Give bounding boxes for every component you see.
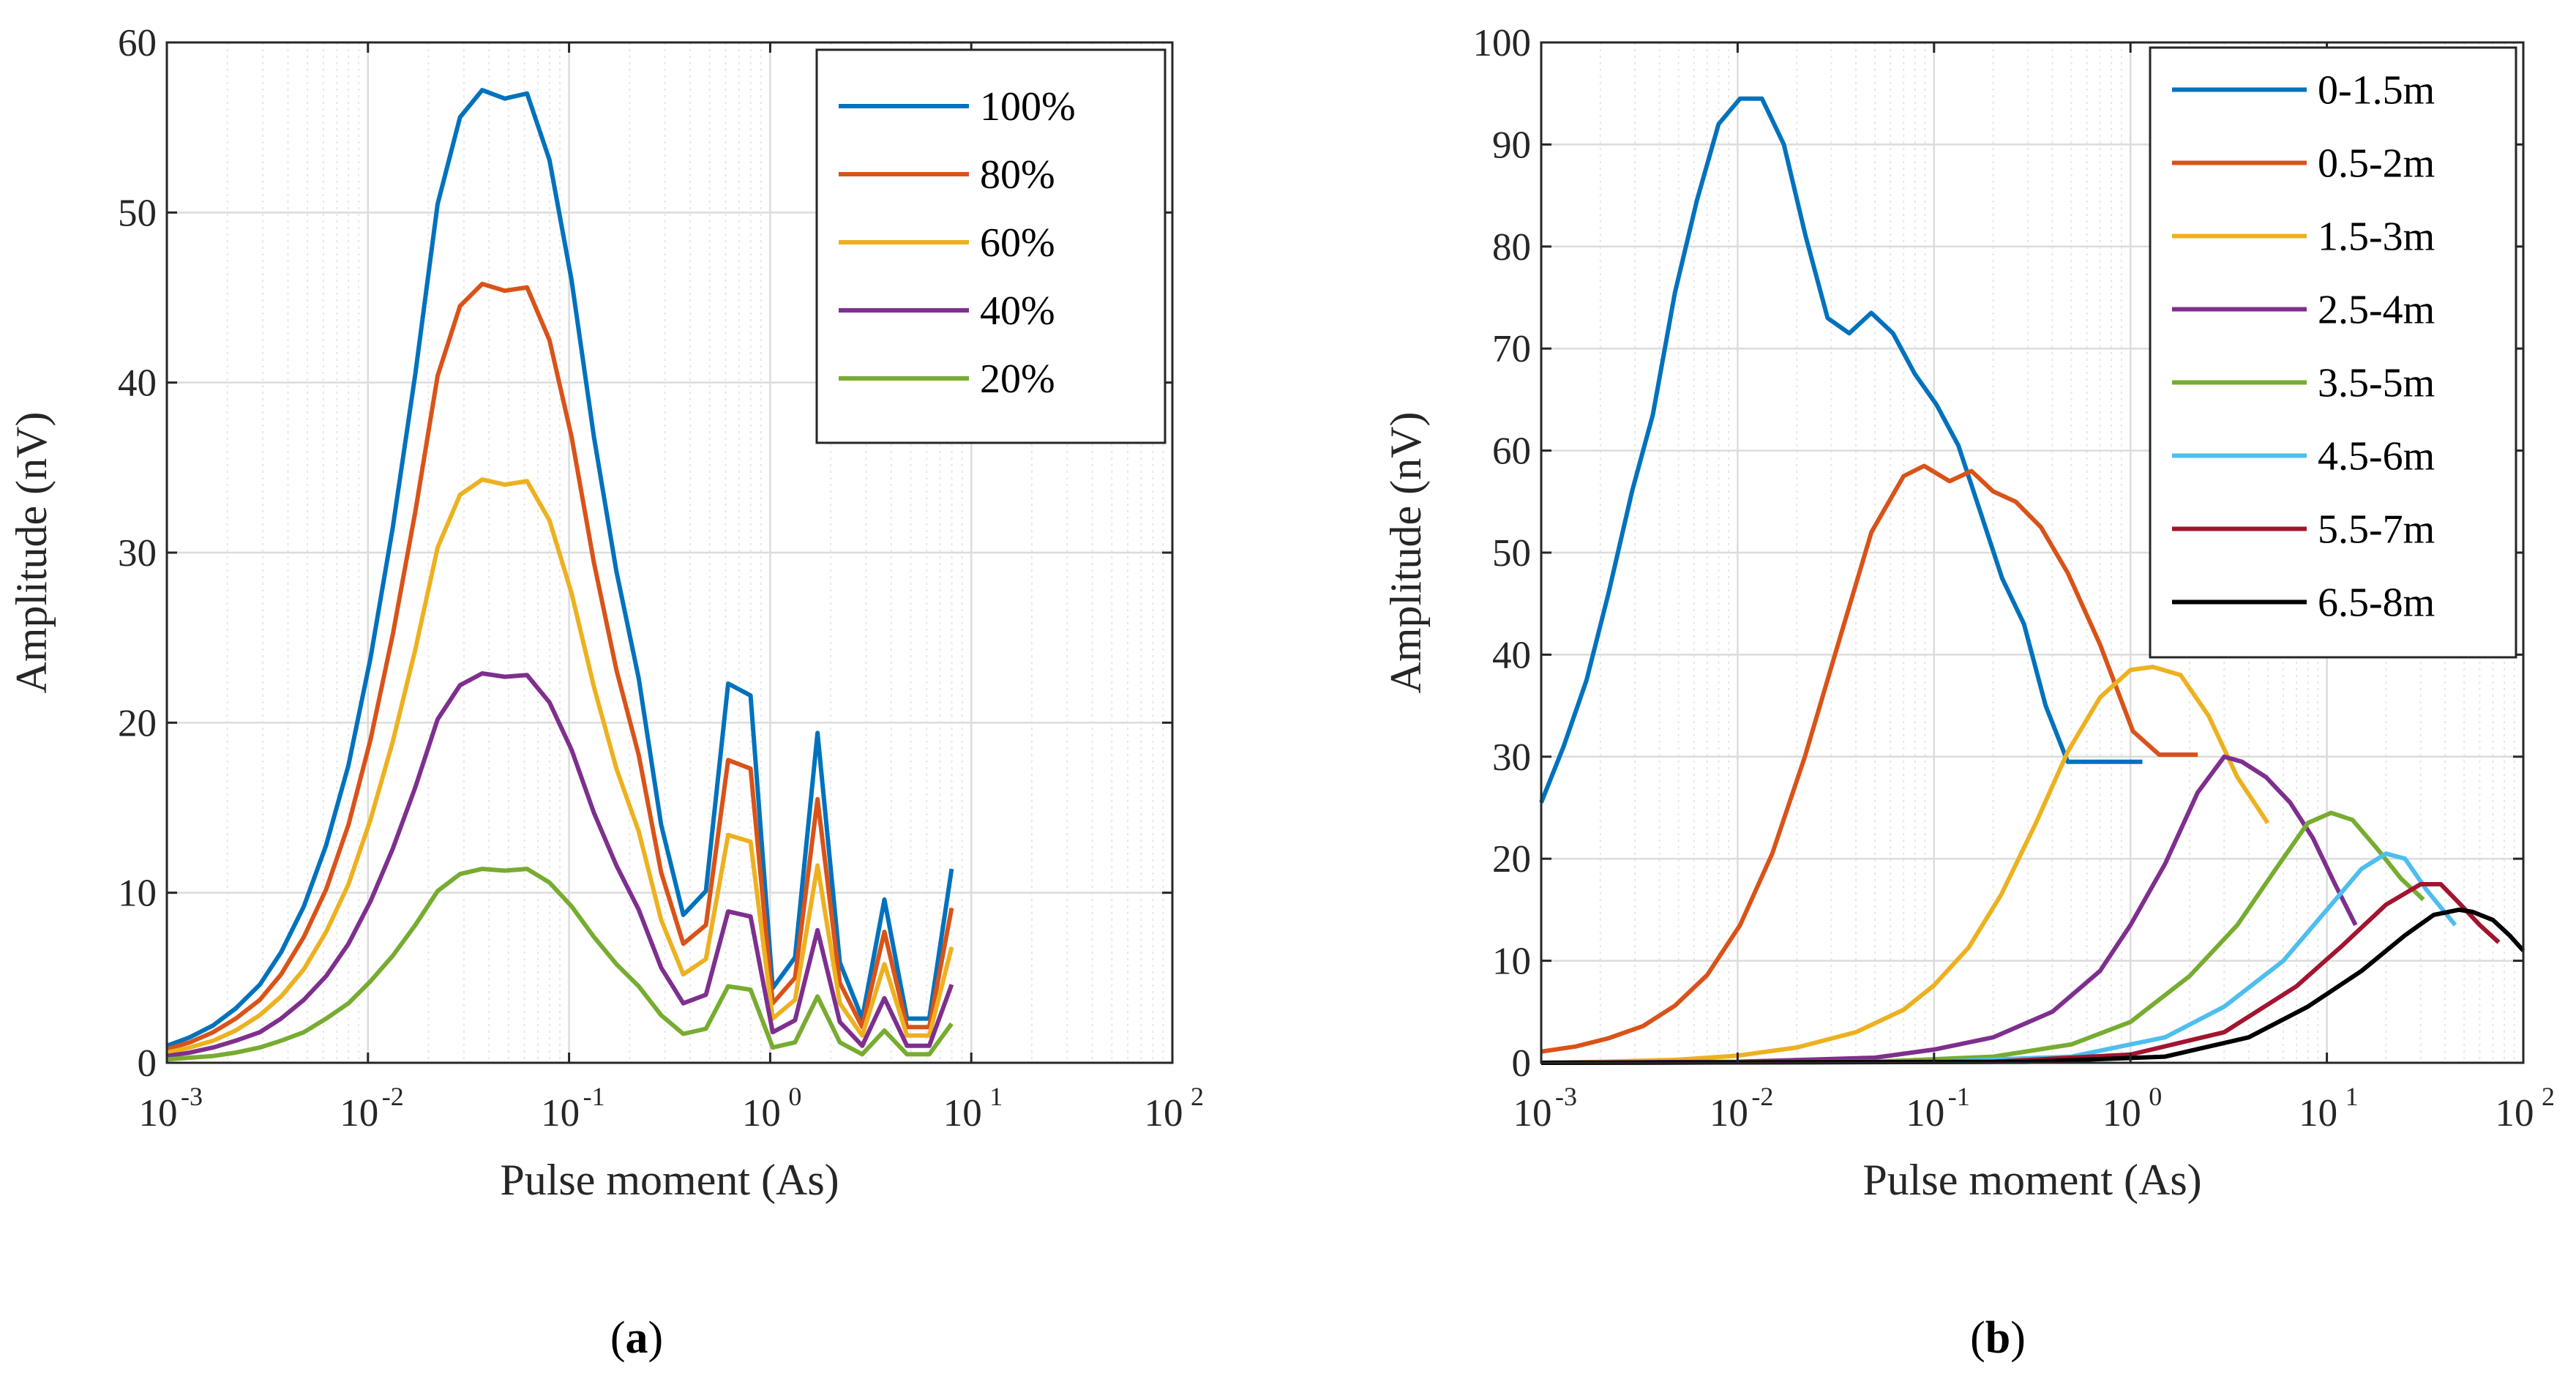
y-axis-label: Amplitude (nV) bbox=[7, 412, 56, 694]
x-tick-label: 10 bbox=[139, 1092, 178, 1135]
y-tick-label: 100 bbox=[1473, 22, 1532, 64]
series-line-40% bbox=[166, 671, 954, 1058]
series-line-2.5-4m bbox=[1540, 754, 2358, 1065]
x-tick-label-exponent: 2 bbox=[1191, 1082, 1204, 1111]
y-tick-label: 0 bbox=[1512, 1042, 1532, 1085]
caption-a-letter: a bbox=[626, 1313, 648, 1363]
legend-label-80%: 80% bbox=[980, 152, 1055, 198]
legend-label-100%: 100% bbox=[980, 84, 1076, 130]
y-tick-label: 70 bbox=[1492, 328, 1531, 370]
y-tick-label: 50 bbox=[118, 192, 157, 234]
series-line-80% bbox=[166, 281, 954, 1052]
series-line-20% bbox=[166, 867, 954, 1062]
series-group bbox=[165, 88, 954, 1062]
series-line-6.5-8m bbox=[1540, 907, 2526, 1065]
legend: 0-1.5m 0.5-2m 1.5-3m 2.5-4m 3.5-5m 4.5-6m 5.5-… bbox=[2149, 46, 2517, 659]
series-line-5.5-7m bbox=[1540, 882, 2501, 1065]
caption-a: (a) bbox=[610, 1313, 663, 1363]
x-tick-label: 10 bbox=[2496, 1092, 2534, 1135]
x-tick-label-exponent: 1 bbox=[989, 1082, 1003, 1111]
x-tick-label: 10 bbox=[1710, 1092, 1748, 1135]
y-tick-label: 30 bbox=[1492, 736, 1531, 779]
series-line-1.5-3m bbox=[1540, 665, 2270, 1065]
x-tick-label-exponent: -1 bbox=[583, 1082, 605, 1111]
y-tick-label: 0 bbox=[138, 1042, 157, 1085]
y-tick-label: 40 bbox=[118, 362, 157, 405]
series-group bbox=[1539, 96, 2526, 1065]
x-tick-label: 10 bbox=[541, 1092, 580, 1135]
y-tick-label: 40 bbox=[1492, 634, 1531, 676]
x-axis: 10 -3 10 -2 10 -1 10 0 10 1 10 2 bbox=[1513, 42, 2555, 1135]
x-tick-label: 10 bbox=[2103, 1092, 2141, 1135]
y-axis: 0 10 20 30 40 50 60 70 80 90 100 bbox=[1473, 22, 2523, 1085]
y-axis: 0 10 20 30 40 50 60 bbox=[118, 22, 1172, 1085]
x-tick-label-exponent: -3 bbox=[1555, 1082, 1577, 1111]
legend-label-2.5-4m: 2.5-4m bbox=[2318, 288, 2435, 333]
x-axis-label: Pulse moment (As) bbox=[1862, 1156, 2201, 1204]
x-tick-label: 10 bbox=[340, 1092, 378, 1135]
legend-label-1.5-3m: 1.5-3m bbox=[2318, 214, 2435, 260]
series-line-0-1.5m bbox=[1539, 96, 2143, 804]
x-tick-label-exponent: 1 bbox=[2345, 1082, 2359, 1111]
x-tick-label: 10 bbox=[2299, 1092, 2337, 1135]
legend-label-0-1.5m: 0-1.5m bbox=[2318, 68, 2435, 113]
y-tick-label: 60 bbox=[118, 22, 157, 64]
y-tick-label: 80 bbox=[1492, 226, 1531, 269]
y-axis-label: Amplitude (nV) bbox=[1382, 412, 1430, 694]
x-tick-label-exponent: -3 bbox=[181, 1082, 203, 1111]
x-tick-label-exponent: -2 bbox=[382, 1082, 404, 1111]
y-tick-label: 10 bbox=[1492, 941, 1531, 983]
legend-label-60%: 60% bbox=[980, 220, 1055, 266]
series-line-3.5-5m bbox=[1540, 810, 2425, 1065]
y-tick-label: 20 bbox=[118, 702, 157, 744]
legend-label-3.5-5m: 3.5-5m bbox=[2318, 361, 2435, 406]
series-line-100% bbox=[165, 88, 954, 1048]
legend-label-20%: 20% bbox=[980, 356, 1055, 402]
y-tick-label: 90 bbox=[1492, 124, 1531, 166]
x-tick-label-exponent: -2 bbox=[1751, 1082, 1773, 1111]
series-line-60% bbox=[166, 477, 954, 1055]
x-tick-label: 10 bbox=[1906, 1092, 1944, 1135]
x-tick-label: 10 bbox=[742, 1092, 781, 1135]
legend: 100% 80% 60% 40% 20% bbox=[815, 48, 1167, 444]
legend-label-5.5-7m: 5.5-7m bbox=[2318, 507, 2435, 553]
y-tick-label: 50 bbox=[1492, 532, 1531, 575]
x-tick-label: 10 bbox=[1513, 1092, 1552, 1135]
legend-box bbox=[2149, 46, 2517, 659]
y-tick-label: 10 bbox=[118, 872, 157, 915]
legend-label-4.5-6m: 4.5-6m bbox=[2318, 434, 2435, 479]
series-line-0.5-2m bbox=[1540, 463, 2198, 1054]
y-tick-label: 60 bbox=[1492, 430, 1531, 473]
y-tick-label: 20 bbox=[1492, 838, 1531, 881]
legend-label-6.5-8m: 6.5-8m bbox=[2318, 580, 2435, 626]
x-tick-label: 10 bbox=[1145, 1092, 1183, 1135]
caption-b: (b) bbox=[1970, 1313, 2026, 1363]
caption-b-letter: b bbox=[1985, 1313, 2010, 1363]
y-tick-label: 30 bbox=[118, 532, 157, 575]
x-tick-label-exponent: -1 bbox=[1948, 1082, 1970, 1111]
legend-label-40%: 40% bbox=[980, 288, 1055, 334]
x-axis: 10 -3 10 -2 10 -1 10 0 10 1 10 2 bbox=[139, 42, 1204, 1135]
x-tick-label-exponent: 2 bbox=[2542, 1082, 2555, 1111]
x-tick-label: 10 bbox=[943, 1092, 982, 1135]
x-axis-label: Pulse moment (As) bbox=[500, 1156, 839, 1204]
legend-label-0.5-2m: 0.5-2m bbox=[2318, 141, 2435, 187]
x-tick-label-exponent: 0 bbox=[2149, 1082, 2162, 1111]
x-tick-label-exponent: 0 bbox=[788, 1082, 801, 1111]
